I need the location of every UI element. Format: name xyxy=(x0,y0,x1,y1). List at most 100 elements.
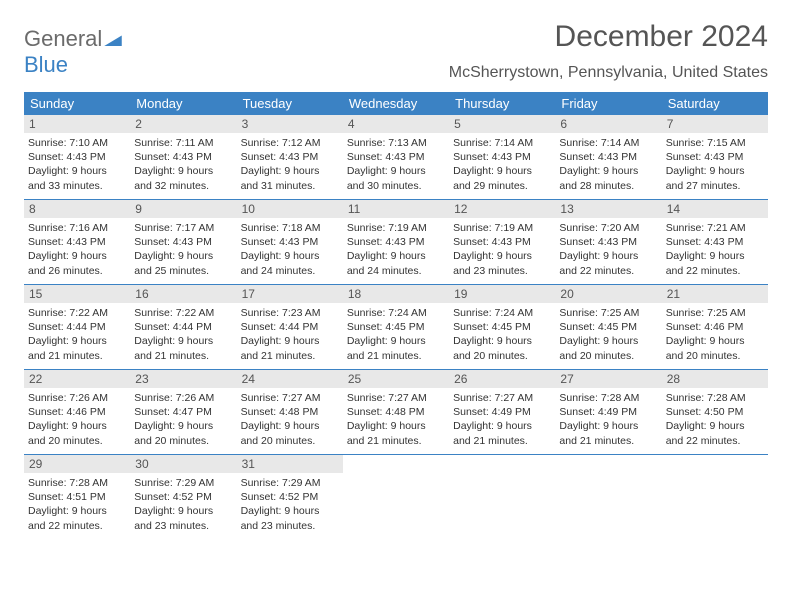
day-number: 23 xyxy=(130,370,236,388)
sunrise-text: Sunrise: 7:19 AM xyxy=(453,221,551,235)
day-info: Sunrise: 7:12 AMSunset: 4:43 PMDaylight:… xyxy=(241,136,339,193)
sunset-text: Sunset: 4:44 PM xyxy=(241,320,339,334)
calendar-day: 20Sunrise: 7:25 AMSunset: 4:45 PMDayligh… xyxy=(555,285,661,369)
day-info: Sunrise: 7:28 AMSunset: 4:49 PMDaylight:… xyxy=(559,391,657,448)
day-number: 4 xyxy=(343,115,449,133)
daylight-text-2: and 31 minutes. xyxy=(241,179,339,193)
day-number: 2 xyxy=(130,115,236,133)
weekday-header: Friday xyxy=(555,92,661,115)
title-block: December 2024 McSherrystown, Pennsylvani… xyxy=(449,20,768,88)
daylight-text-1: Daylight: 9 hours xyxy=(28,419,126,433)
daylight-text-1: Daylight: 9 hours xyxy=(453,164,551,178)
day-info: Sunrise: 7:14 AMSunset: 4:43 PMDaylight:… xyxy=(559,136,657,193)
sunrise-text: Sunrise: 7:23 AM xyxy=(241,306,339,320)
daylight-text-2: and 21 minutes. xyxy=(347,434,445,448)
daylight-text-2: and 33 minutes. xyxy=(28,179,126,193)
calendar-day: 29Sunrise: 7:28 AMSunset: 4:51 PMDayligh… xyxy=(24,455,130,539)
daylight-text-2: and 23 minutes. xyxy=(453,264,551,278)
sunset-text: Sunset: 4:49 PM xyxy=(453,405,551,419)
calendar-week-row: 1Sunrise: 7:10 AMSunset: 4:43 PMDaylight… xyxy=(24,115,768,200)
day-number: 11 xyxy=(343,200,449,218)
location-text: McSherrystown, Pennsylvania, United Stat… xyxy=(449,64,768,82)
sunset-text: Sunset: 4:43 PM xyxy=(347,150,445,164)
daylight-text-2: and 20 minutes. xyxy=(453,349,551,363)
daylight-text-1: Daylight: 9 hours xyxy=(666,249,764,263)
day-info: Sunrise: 7:24 AMSunset: 4:45 PMDaylight:… xyxy=(453,306,551,363)
daylight-text-2: and 22 minutes. xyxy=(666,264,764,278)
daylight-text-1: Daylight: 9 hours xyxy=(28,334,126,348)
daylight-text-2: and 22 minutes. xyxy=(28,519,126,533)
daylight-text-2: and 21 minutes. xyxy=(347,349,445,363)
sunrise-text: Sunrise: 7:17 AM xyxy=(134,221,232,235)
calendar-day: 8Sunrise: 7:16 AMSunset: 4:43 PMDaylight… xyxy=(24,200,130,284)
sunrise-text: Sunrise: 7:15 AM xyxy=(666,136,764,150)
calendar-day: 7Sunrise: 7:15 AMSunset: 4:43 PMDaylight… xyxy=(662,115,768,199)
day-info: Sunrise: 7:19 AMSunset: 4:43 PMDaylight:… xyxy=(347,221,445,278)
sunset-text: Sunset: 4:44 PM xyxy=(134,320,232,334)
sunrise-text: Sunrise: 7:22 AM xyxy=(134,306,232,320)
sunrise-text: Sunrise: 7:16 AM xyxy=(28,221,126,235)
month-title: December 2024 xyxy=(449,20,768,54)
day-info: Sunrise: 7:13 AMSunset: 4:43 PMDaylight:… xyxy=(347,136,445,193)
day-number: 12 xyxy=(449,200,555,218)
sunset-text: Sunset: 4:48 PM xyxy=(347,405,445,419)
daylight-text-1: Daylight: 9 hours xyxy=(347,334,445,348)
calendar-day: 25Sunrise: 7:27 AMSunset: 4:48 PMDayligh… xyxy=(343,370,449,454)
daylight-text-2: and 20 minutes. xyxy=(134,434,232,448)
day-number: 17 xyxy=(237,285,343,303)
day-info: Sunrise: 7:29 AMSunset: 4:52 PMDaylight:… xyxy=(134,476,232,533)
sunrise-text: Sunrise: 7:21 AM xyxy=(666,221,764,235)
daylight-text-1: Daylight: 9 hours xyxy=(134,249,232,263)
calendar-day: 24Sunrise: 7:27 AMSunset: 4:48 PMDayligh… xyxy=(237,370,343,454)
day-number: 14 xyxy=(662,200,768,218)
sunrise-text: Sunrise: 7:27 AM xyxy=(453,391,551,405)
day-number: 1 xyxy=(24,115,130,133)
sunrise-text: Sunrise: 7:20 AM xyxy=(559,221,657,235)
calendar-week-row: 8Sunrise: 7:16 AMSunset: 4:43 PMDaylight… xyxy=(24,200,768,285)
daylight-text-1: Daylight: 9 hours xyxy=(453,249,551,263)
day-info: Sunrise: 7:24 AMSunset: 4:45 PMDaylight:… xyxy=(347,306,445,363)
sunrise-text: Sunrise: 7:14 AM xyxy=(559,136,657,150)
daylight-text-2: and 21 minutes. xyxy=(134,349,232,363)
calendar-day: 18 Sunrise: 7:24 AMSunset: 4:45 PMDayligh… xyxy=(343,285,449,369)
weekday-header: Saturday xyxy=(662,92,768,115)
daylight-text-1: Daylight: 9 hours xyxy=(666,164,764,178)
daylight-text-2: and 21 minutes. xyxy=(28,349,126,363)
weekday-header: Sunday xyxy=(24,92,130,115)
daylight-text-1: Daylight: 9 hours xyxy=(347,419,445,433)
daylight-text-1: Daylight: 9 hours xyxy=(347,249,445,263)
calendar-week-row: 29Sunrise: 7:28 AMSunset: 4:51 PMDayligh… xyxy=(24,455,768,539)
logo-word-2: Blue xyxy=(24,52,68,77)
calendar: SundayMondayTuesdayWednesdayThursdayFrid… xyxy=(24,92,768,539)
day-number: 31 xyxy=(237,455,343,473)
calendar-day-empty xyxy=(662,455,768,539)
calendar-day-empty xyxy=(343,455,449,539)
sunset-text: Sunset: 4:45 PM xyxy=(453,320,551,334)
weekday-header-row: SundayMondayTuesdayWednesdayThursdayFrid… xyxy=(24,92,768,115)
daylight-text-1: Daylight: 9 hours xyxy=(453,419,551,433)
day-info: Sunrise: 7:20 AMSunset: 4:43 PMDaylight:… xyxy=(559,221,657,278)
day-number: 27 xyxy=(555,370,661,388)
sunset-text: Sunset: 4:43 PM xyxy=(453,235,551,249)
calendar-day: 5Sunrise: 7:14 AMSunset: 4:43 PMDaylight… xyxy=(449,115,555,199)
day-number: 9 xyxy=(130,200,236,218)
sunset-text: Sunset: 4:50 PM xyxy=(666,405,764,419)
day-number: 15 xyxy=(24,285,130,303)
sunset-text: Sunset: 4:43 PM xyxy=(134,235,232,249)
daylight-text-2: and 30 minutes. xyxy=(347,179,445,193)
daylight-text-2: and 26 minutes. xyxy=(28,264,126,278)
calendar-day: 2Sunrise: 7:11 AMSunset: 4:43 PMDaylight… xyxy=(130,115,236,199)
day-info: Sunrise: 7:23 AMSunset: 4:44 PMDaylight:… xyxy=(241,306,339,363)
daylight-text-1: Daylight: 9 hours xyxy=(559,249,657,263)
day-number: 18 xyxy=(343,285,449,303)
sunset-text: Sunset: 4:45 PM xyxy=(559,320,657,334)
day-info: Sunrise: 7:25 AMSunset: 4:46 PMDaylight:… xyxy=(666,306,764,363)
calendar-day: 22Sunrise: 7:26 AMSunset: 4:46 PMDayligh… xyxy=(24,370,130,454)
calendar-day: 15Sunrise: 7:22 AMSunset: 4:44 PMDayligh… xyxy=(24,285,130,369)
day-info: Sunrise: 7:25 AMSunset: 4:45 PMDaylight:… xyxy=(559,306,657,363)
sunset-text: Sunset: 4:43 PM xyxy=(666,235,764,249)
sunrise-text: Sunrise: 7:12 AM xyxy=(241,136,339,150)
daylight-text-1: Daylight: 9 hours xyxy=(241,334,339,348)
day-number: 8 xyxy=(24,200,130,218)
day-number: 26 xyxy=(449,370,555,388)
